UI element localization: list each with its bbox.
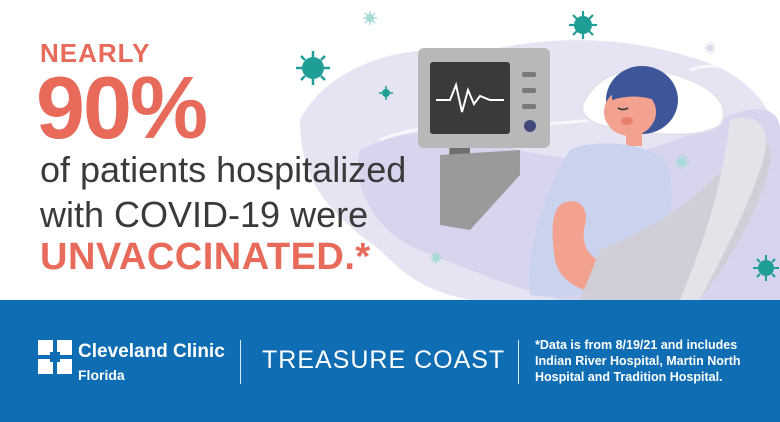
monitor-arm (440, 150, 520, 230)
region-label: TREASURE COAST (262, 346, 506, 374)
headline-kicker: NEARLY (40, 38, 151, 68)
hospital-patient-illustration (296, 11, 780, 300)
footer-bar (0, 300, 780, 422)
virus-icon (296, 11, 779, 281)
patient-head (604, 66, 678, 146)
brand-name: Cleveland Clinic (78, 341, 225, 362)
sparkle-icon (363, 11, 716, 264)
brand-subtitle: Florida (78, 367, 125, 383)
headline-line-1: of patients hospitalized (40, 149, 407, 190)
cleveland-clinic-logo-icon (38, 340, 72, 374)
divider (240, 340, 241, 384)
footnote: *Data is from 8/19/21 and includes India… (535, 338, 741, 384)
divider (518, 340, 519, 384)
monitor-icon (418, 48, 550, 148)
swirl-line-2 (689, 64, 772, 92)
headline-line-2: with COVID-19 were (40, 194, 369, 235)
blanket-fold (680, 117, 766, 300)
headline-stat: 90% (36, 58, 208, 157)
headline-line-3: UNVACCINATED.* (40, 236, 371, 278)
